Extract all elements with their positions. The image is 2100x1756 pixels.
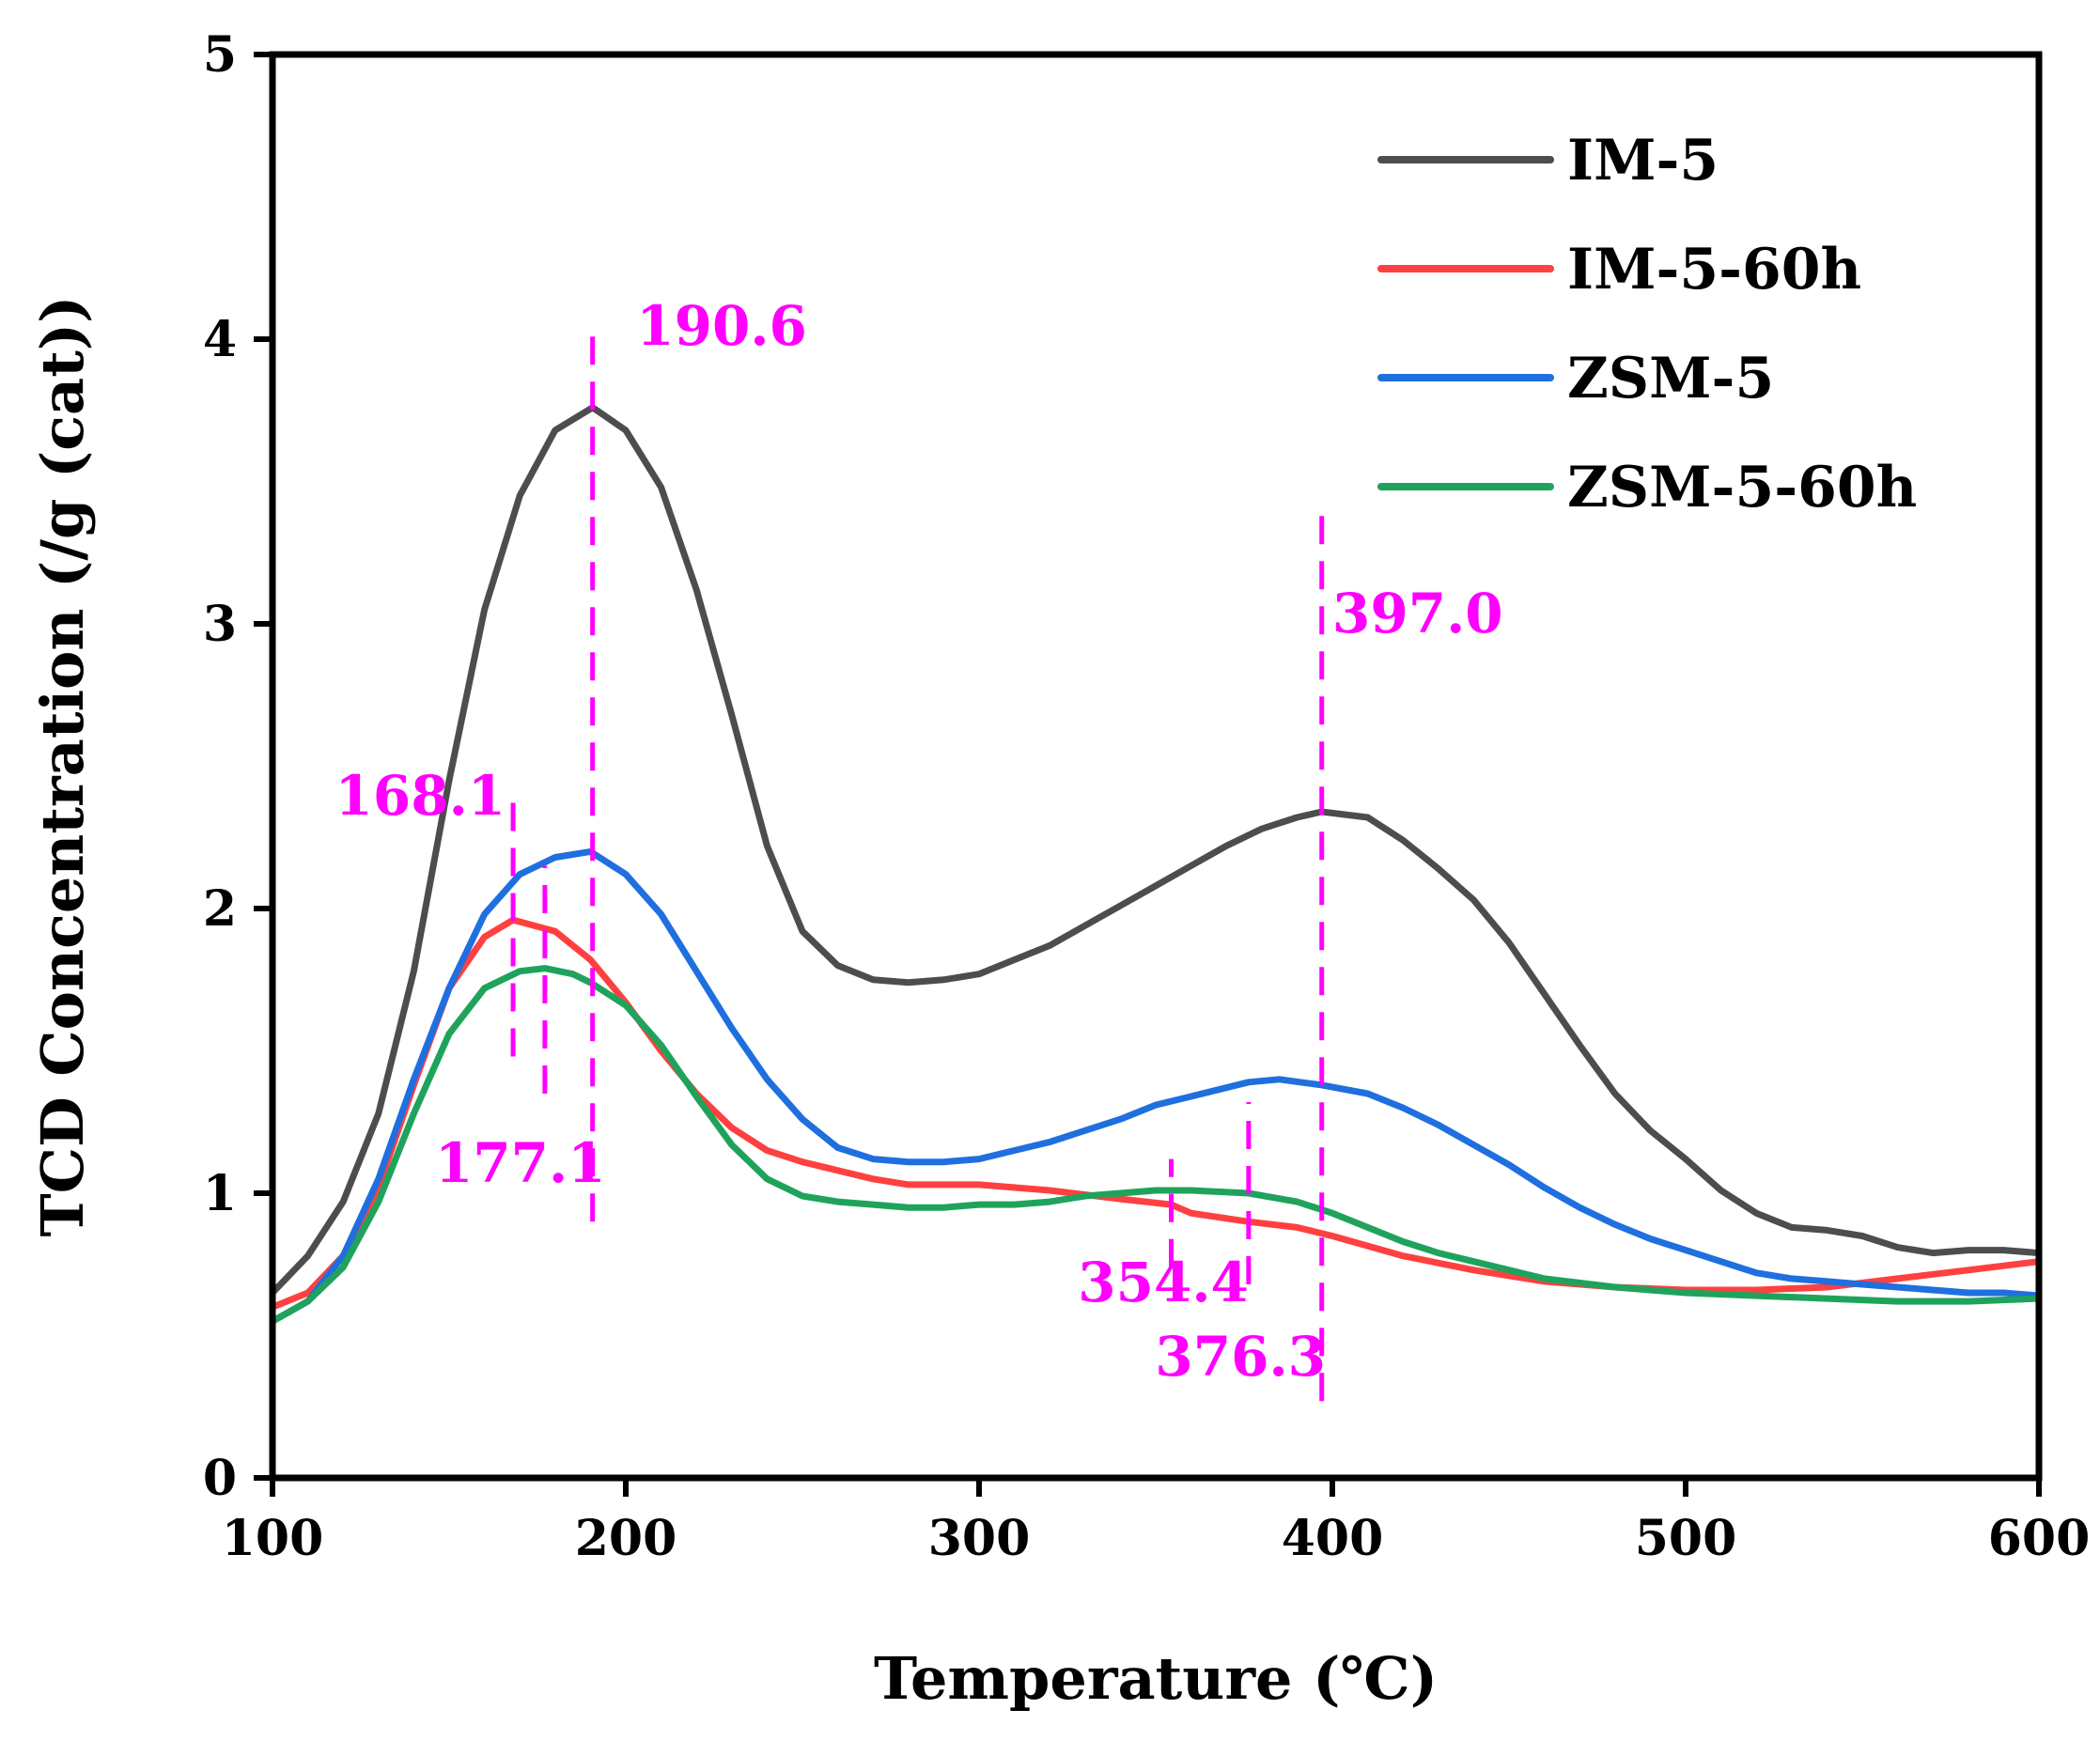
series-layer — [269, 404, 2043, 1325]
annotation-label-354.4: 354.4 — [1078, 1251, 1249, 1314]
annotation-label-397.0: 397.0 — [1332, 582, 1503, 645]
x-tick-label: 100 — [222, 1510, 324, 1567]
series-line-im-5 — [269, 404, 2043, 1297]
series-line-im-5-60h — [269, 916, 2043, 1311]
y-tick-label: 5 — [203, 26, 237, 84]
y-tick-label: 0 — [203, 1450, 237, 1507]
annotation-label-177.1: 177.1 — [435, 1131, 606, 1195]
series-line-zsm-5-60h — [269, 965, 2043, 1325]
y-tick-label: 1 — [203, 1165, 237, 1222]
x-tick-label: 600 — [1988, 1510, 2091, 1567]
annotation-layer: 190.6 397.0 168.1 177.1 354.4 376.3 — [335, 294, 1503, 1402]
y-tick-label: 2 — [203, 880, 237, 938]
annotation-label-190.6: 190.6 — [636, 294, 807, 358]
y-tick-label: 3 — [203, 596, 237, 653]
plot-frame — [269, 51, 2043, 1482]
y-axis-title: TCD Concentration (/g (cat)) — [28, 295, 97, 1236]
annotation-label-376.3: 376.3 — [1155, 1325, 1326, 1389]
x-tick-label: 200 — [575, 1510, 677, 1567]
annotation-label-168.1: 168.1 — [335, 764, 506, 828]
legend-label-im-5: IM-5 — [1567, 128, 1719, 194]
x-tick-label: 400 — [1282, 1510, 1384, 1567]
x-axis-title: Temperature (℃) — [874, 1644, 1438, 1713]
legend-label-im-5-60h: IM-5-60h — [1567, 237, 1861, 303]
x-tick-label: 500 — [1635, 1510, 1737, 1567]
x-tick-label: 300 — [928, 1510, 1031, 1567]
legend-label-zsm-5-60h: ZSM-5-60h — [1567, 455, 1917, 521]
y-tick-label: 4 — [203, 311, 237, 368]
axis-layer: 100 200 300 400 500 600 0 1 2 3 4 5 — [203, 26, 2090, 1567]
legend-label-zsm-5: ZSM-5 — [1567, 346, 1774, 412]
legend: IM-5 IM-5-60h ZSM-5 ZSM-5-60h — [1377, 128, 1917, 521]
series-line-zsm-5 — [269, 847, 2043, 1325]
